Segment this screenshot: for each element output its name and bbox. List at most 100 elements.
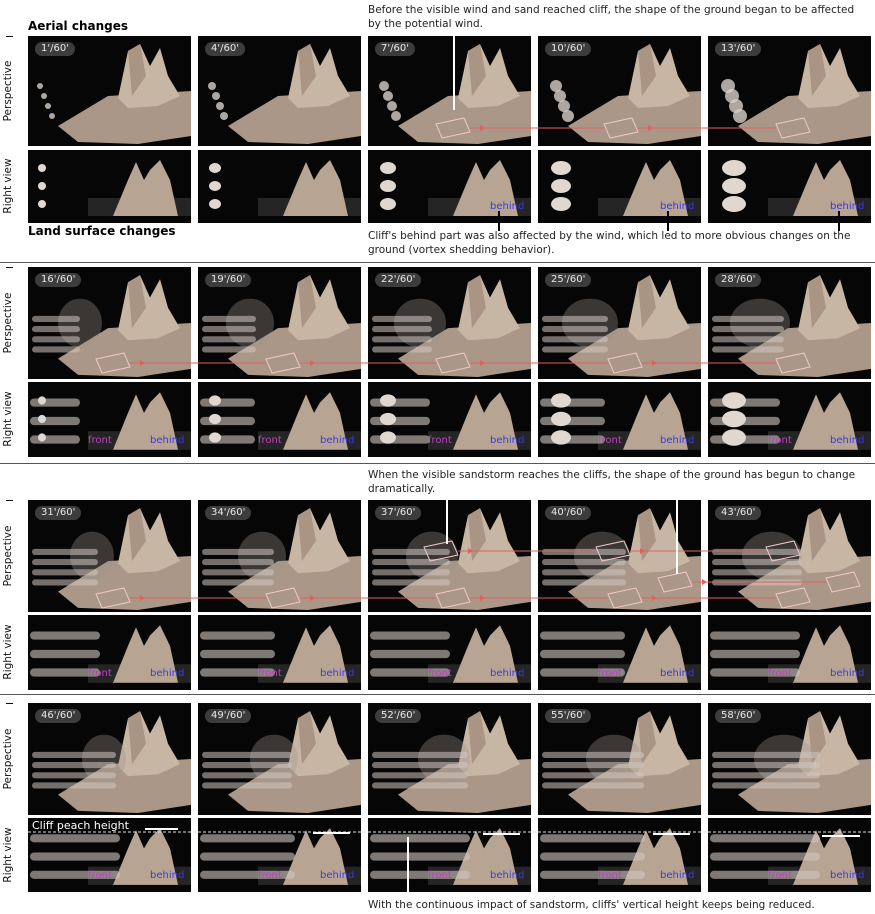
- row-separator: [0, 694, 875, 695]
- behind-label: behind: [830, 870, 865, 881]
- front-label: front: [258, 668, 282, 679]
- perspective-panel: 10'/60': [538, 36, 701, 146]
- time-badge: 58'/60': [715, 709, 762, 723]
- perspective-label: Perspective: [2, 525, 14, 587]
- perspective-panel: 43'/60': [708, 500, 871, 612]
- perspective-panel: 49'/60': [198, 703, 361, 815]
- front-label: front: [88, 870, 112, 881]
- behind-label: behind: [660, 435, 695, 446]
- time-badge: 34'/60': [205, 506, 252, 520]
- front-label: front: [428, 668, 452, 679]
- time-badge: 37'/60': [375, 506, 422, 520]
- behind-label: behind: [150, 870, 185, 881]
- perspective-panel: 22'/60': [368, 267, 531, 379]
- behind-label: behind: [660, 201, 695, 212]
- behind-label: behind: [830, 201, 865, 212]
- perspective-label: Perspective: [2, 728, 14, 790]
- right-view-panel: front behind: [368, 382, 531, 457]
- arrow-head: [702, 579, 707, 585]
- behind-label: behind: [830, 435, 865, 446]
- right-view-panel: [198, 150, 361, 223]
- row-separator: [0, 262, 875, 263]
- annotation-mid: When the visible sandstorm reaches the c…: [368, 469, 856, 495]
- right-view-panel: front behind: [198, 615, 361, 690]
- perspective-panel: 16'/60': [28, 267, 191, 379]
- right-view-panel: front behind: [198, 382, 361, 457]
- front-label: front: [88, 668, 112, 679]
- right-view-panel: front behind: [708, 818, 871, 892]
- front-label: front: [88, 435, 112, 446]
- behind-label: behind: [320, 870, 355, 881]
- row-separator: [0, 463, 875, 464]
- right-view-label: Right view: [2, 157, 14, 214]
- perspective-panel: 40'/60': [538, 500, 701, 612]
- behind-label: behind: [660, 668, 695, 679]
- perspective-panel: 25'/60': [538, 267, 701, 379]
- right-view-label: Right view: [2, 624, 14, 680]
- front-label: front: [598, 870, 622, 881]
- perspective-label: Perspective: [2, 292, 14, 354]
- right-view-panel: behind: [538, 150, 701, 223]
- time-badge: 46'/60': [35, 709, 82, 723]
- behind-label: behind: [490, 435, 525, 446]
- annotation-bottom: With the continuous impact of sandstorm,…: [368, 899, 815, 911]
- view-tick: [6, 703, 13, 704]
- front-label: front: [598, 668, 622, 679]
- perspective-panel: 46'/60': [28, 703, 191, 815]
- view-tick: [6, 36, 13, 37]
- right-view-panel: front behind: [538, 382, 701, 457]
- right-view-panel: front behind: [198, 818, 361, 892]
- right-view-panel: front behind: [538, 818, 701, 892]
- behind-label: behind: [150, 435, 185, 446]
- front-label: front: [768, 870, 792, 881]
- right-view-panel: front behind: [28, 382, 191, 457]
- right-view-label: Right view: [2, 391, 14, 447]
- annotation-pointer: [667, 211, 669, 231]
- perspective-panel: 37'/60': [368, 500, 531, 612]
- time-badge: 31'/60': [35, 506, 82, 520]
- perspective-panel: 31'/60': [28, 500, 191, 612]
- right-view-panel: front behind: [708, 615, 871, 690]
- front-label: front: [428, 870, 452, 881]
- right-view-label: Right view: [2, 827, 14, 883]
- perspective-panel: 55'/60': [538, 703, 701, 815]
- perspective-panel: 4'/60': [198, 36, 361, 146]
- time-badge: 13'/60': [715, 42, 762, 56]
- annotation-pointer: [676, 484, 678, 574]
- time-badge: 52'/60': [375, 709, 422, 723]
- time-badge: 19'/60': [205, 273, 252, 287]
- time-badge: 28'/60': [715, 273, 762, 287]
- behind-label: behind: [320, 668, 355, 679]
- perspective-panel: 58'/60': [708, 703, 871, 815]
- annotation-pointer: [498, 211, 500, 231]
- time-badge: 55'/60': [545, 709, 592, 723]
- time-badge: 49'/60': [205, 709, 252, 723]
- right-view-panel: front behind: [708, 382, 871, 457]
- front-label: front: [258, 870, 282, 881]
- behind-label: behind: [490, 668, 525, 679]
- view-tick: [6, 500, 13, 501]
- right-view-panel: [28, 150, 191, 223]
- front-label: front: [428, 435, 452, 446]
- front-label: front: [768, 668, 792, 679]
- annotation-pointer: [407, 837, 409, 897]
- time-badge: 40'/60': [545, 506, 592, 520]
- perspective-panel: 7'/60': [368, 36, 531, 146]
- time-badge: 1'/60': [35, 42, 75, 56]
- behind-label: behind: [490, 870, 525, 881]
- annotation-pointer: [446, 496, 448, 544]
- behind-label: behind: [320, 435, 355, 446]
- front-label: front: [768, 435, 792, 446]
- view-tick: [6, 267, 13, 268]
- right-view-panel: front behind: [28, 615, 191, 690]
- annotation-pointer: [453, 28, 455, 110]
- annotation-pointer: [838, 211, 840, 231]
- annotation-top: Before the visible wind and sand reached…: [368, 4, 855, 30]
- annotation-behind: Cliff's behind part was also affected by…: [368, 230, 851, 256]
- time-badge: 16'/60': [35, 273, 82, 287]
- time-badge: 7'/60': [375, 42, 415, 56]
- perspective-panel: 1'/60': [28, 36, 191, 146]
- right-view-panel: front behind: [28, 818, 191, 892]
- time-badge: 22'/60': [375, 273, 422, 287]
- perspective-panel: 52'/60': [368, 703, 531, 815]
